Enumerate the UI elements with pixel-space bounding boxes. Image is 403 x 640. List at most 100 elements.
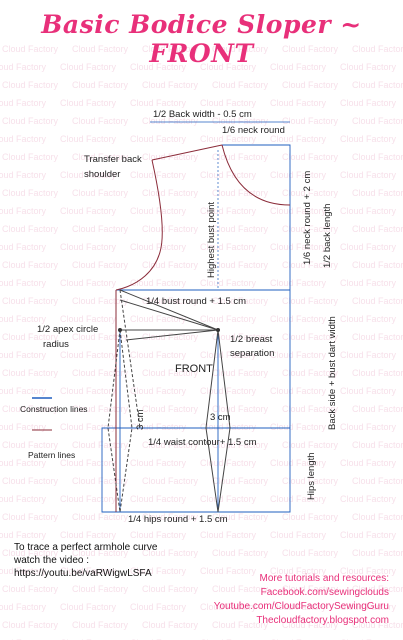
watermark-text: Cloud Factory <box>352 224 403 234</box>
watermark-text: Cloud Factory <box>340 314 397 324</box>
watermark-text: Cloud Factory <box>72 368 129 378</box>
video-note-line-1: To trace a perfect armhole curve <box>14 542 158 553</box>
watermark-text: Cloud Factory <box>130 494 187 504</box>
watermark-text: Cloud Factory <box>352 476 403 486</box>
watermark-text: Cloud Factory <box>0 62 47 72</box>
watermark-text: Cloud Factory <box>200 62 257 72</box>
watermark-text: Cloud Factory <box>352 548 403 558</box>
watermark-text: Cloud Factory <box>340 386 397 396</box>
shoulder-line <box>151 144 223 161</box>
watermark-text: Cloud Factory <box>130 530 187 540</box>
dart-diag-1 <box>119 289 141 429</box>
watermark-text: Cloud Factory <box>60 242 117 252</box>
watermark-text: Cloud Factory <box>0 350 47 360</box>
watermark-text: Cloud Factory <box>212 188 269 198</box>
watermark-text: Cloud Factory <box>352 116 403 126</box>
watermark-text: Cloud Factory <box>270 242 327 252</box>
watermark-text: Cloud Factory <box>142 44 199 54</box>
watermark-text: Cloud Factory <box>200 170 257 180</box>
watermark-text: Cloud Factory <box>212 152 269 162</box>
video-link[interactable]: https://youtu.be/vaRWigwLSFA <box>14 568 152 579</box>
armhole-video-note: To trace a perfect armhole curve watch t… <box>14 541 244 580</box>
watermark-text: Cloud Factory <box>142 260 199 270</box>
youtube-link[interactable]: Youtube.com/CloudFactorySewingGuru <box>213 601 389 612</box>
watermark-text: Cloud Factory <box>212 620 269 630</box>
watermark-text: Cloud Factory <box>2 80 59 90</box>
watermark-text: Cloud Factory <box>2 116 59 126</box>
watermark-text: Cloud Factory <box>60 566 117 576</box>
watermark-text: Cloud Factory <box>270 134 327 144</box>
label-3cm-left: 3 cm <box>135 409 146 430</box>
label-back-width: 1/2 Back width - 0.5 cm <box>153 109 252 120</box>
label-back-length: 1/2 back length <box>322 204 333 268</box>
watermark-text: Cloud Factory <box>282 440 339 450</box>
watermark-text: Cloud Factory <box>200 602 257 612</box>
watermark-text: Cloud Factory <box>340 602 397 612</box>
watermark-text: Cloud Factory <box>130 206 187 216</box>
neck-curve <box>221 144 291 206</box>
watermark-text: Cloud Factory <box>60 62 117 72</box>
watermark-text: Cloud Factory <box>142 224 199 234</box>
waist-dart-left <box>107 329 133 513</box>
watermark-text: Cloud Factory <box>72 188 129 198</box>
watermark-text: Cloud Factory <box>270 278 327 288</box>
watermark-text: Cloud Factory <box>2 404 59 414</box>
watermark-text: Cloud Factory <box>212 404 269 414</box>
watermark-text: Cloud Factory <box>282 368 339 378</box>
resources-block: More tutorials and resources: Facebook.c… <box>129 572 389 628</box>
watermark-text: Cloud Factory <box>72 404 129 414</box>
watermark-text: Cloud Factory <box>130 62 187 72</box>
watermark-text: Cloud Factory <box>212 80 269 90</box>
watermark-text: Cloud Factory <box>352 296 403 306</box>
legend-pattern-label: Pattern lines <box>28 450 75 460</box>
watermark-text: Cloud Factory <box>270 314 327 324</box>
watermark-text: Cloud Factory <box>72 152 129 162</box>
watermark-text: Cloud Factory <box>142 440 199 450</box>
watermark-text: Cloud Factory <box>282 512 339 522</box>
watermark-text: Cloud Factory <box>2 44 59 54</box>
watermark-text: Cloud Factory <box>212 116 269 126</box>
watermark-text: Cloud Factory <box>352 332 403 342</box>
watermark-text: Cloud Factory <box>340 458 397 468</box>
watermark-text: Cloud Factory <box>200 314 257 324</box>
watermark-text: Cloud Factory <box>60 206 117 216</box>
pattern-lines <box>107 144 291 513</box>
watermark-text: Cloud Factory <box>72 440 129 450</box>
watermark-text: Cloud Factory <box>142 476 199 486</box>
watermark-text: Cloud Factory <box>352 44 403 54</box>
watermark-text: Cloud Factory <box>352 152 403 162</box>
watermark-text: Cloud Factory <box>72 80 129 90</box>
watermark-text: Cloud Factory <box>270 638 326 640</box>
watermark-text: Cloud Factory <box>2 548 59 558</box>
watermark-text: Cloud Factory <box>340 350 397 360</box>
watermark-text: Cloud Factory <box>212 224 269 234</box>
watermark-text: Cloud Factory <box>130 134 187 144</box>
facebook-link[interactable]: Facebook.com/sewingclouds <box>260 587 389 598</box>
watermark-text: Cloud Factory <box>60 170 117 180</box>
watermark-text: Cloud Factory <box>72 476 129 486</box>
label-apex-circle-1: 1/2 apex circle <box>37 324 98 335</box>
label-transfer-back-2: shoulder <box>84 169 120 180</box>
watermark-text: Cloud Factory <box>0 242 47 252</box>
watermark-text: Cloud Factory <box>282 404 339 414</box>
watermark-text: Cloud Factory <box>282 80 339 90</box>
watermark-text: Cloud Factory <box>0 530 47 540</box>
blog-link[interactable]: Thecloudfactory.blogspot.com <box>256 615 389 626</box>
watermark-layer: Cloud Factory Cloud Factory Cloud Factory C… <box>0 44 403 640</box>
page-title: Basic Bodice Sloper ~ FRONT <box>41 10 362 68</box>
watermark-text: Cloud Factory <box>282 44 339 54</box>
watermark-text: Cloud Factory <box>0 566 47 576</box>
watermark-text: Cloud Factory <box>352 620 403 630</box>
watermark-text: Cloud Factory <box>130 314 187 324</box>
watermark-text: Cloud Factory <box>130 458 187 468</box>
watermark-text: Cloud Factory <box>72 260 129 270</box>
watermark-text: Cloud Factory <box>0 98 47 108</box>
watermark-text: Cloud Factory <box>72 332 129 342</box>
watermark-text: Cloud Factory <box>142 188 199 198</box>
watermark-text: Cloud Factory <box>340 62 397 72</box>
watermark-text: Cloud Factory <box>340 278 397 288</box>
watermark-text: Cloud Factory <box>60 494 117 504</box>
watermark-text: Cloud Factory <box>130 98 187 108</box>
armhole-curve <box>115 159 163 291</box>
